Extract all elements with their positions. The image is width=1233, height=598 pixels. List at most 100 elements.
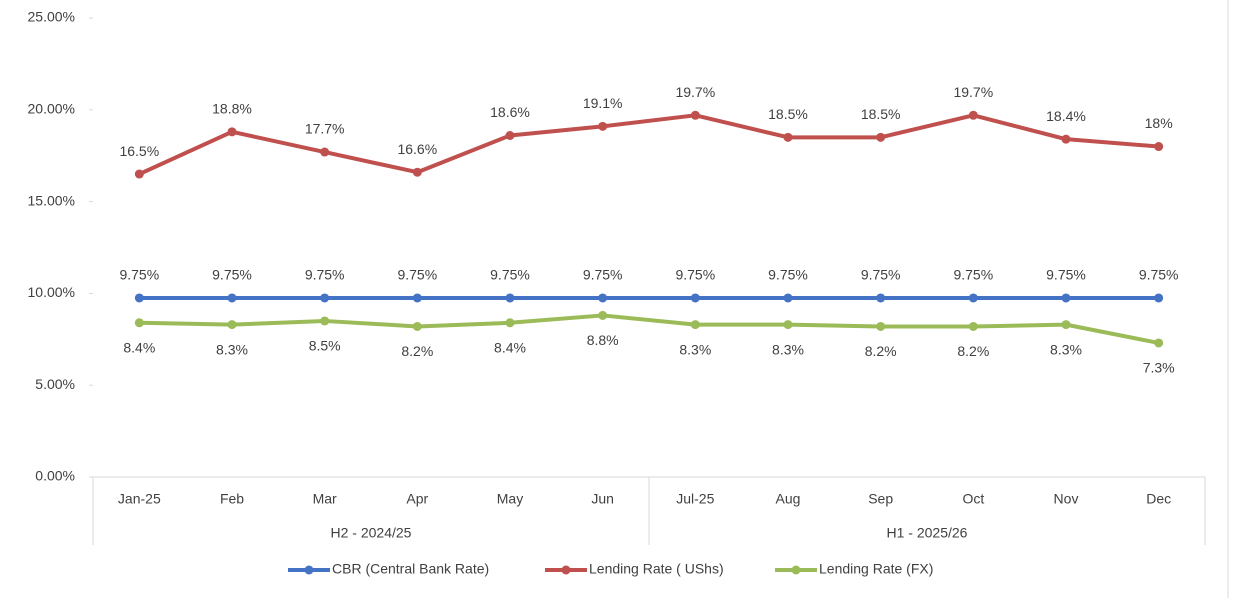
x-tick-label: Jan-25 [118, 491, 161, 507]
x-tick-label: Apr [406, 491, 428, 507]
legend-label: Lending Rate (FX) [819, 561, 933, 577]
data-label: 18.4% [1046, 108, 1086, 124]
legend-marker [791, 565, 801, 575]
data-label: 9.75% [212, 267, 252, 283]
point [1154, 142, 1164, 152]
legend-marker [304, 565, 314, 575]
x-tick-label: Feb [220, 491, 244, 507]
data-label: 8.5% [309, 338, 341, 354]
point [505, 318, 515, 328]
x-tick-label: Oct [962, 491, 984, 507]
point [968, 321, 978, 331]
group-label: H1 - 2025/26 [887, 525, 968, 541]
x-tick-label: Dec [1146, 491, 1171, 507]
point [1061, 134, 1071, 144]
data-label: 9.75% [675, 267, 715, 283]
data-label: 16.6% [397, 141, 437, 157]
point [876, 321, 886, 331]
y-tick-label: 20.00% [28, 101, 75, 117]
point [783, 320, 793, 330]
data-label: 8.8% [587, 332, 619, 348]
data-label: 9.75% [305, 267, 345, 283]
point [876, 293, 886, 303]
data-label: 16.5% [119, 143, 159, 159]
x-tick-label: Aug [776, 491, 801, 507]
data-label: 18.6% [490, 104, 530, 120]
legend-label: CBR (Central Bank Rate) [332, 561, 489, 577]
data-label: 9.75% [1046, 267, 1086, 283]
point [968, 293, 978, 303]
y-tick-label: 10.00% [28, 284, 75, 300]
series-line [138, 113, 1159, 176]
point [690, 320, 700, 330]
point [227, 293, 237, 303]
data-label: 8.2% [957, 343, 989, 359]
data-label: 18% [1145, 115, 1173, 131]
point [783, 132, 793, 142]
data-label: 8.2% [865, 343, 897, 359]
point [320, 293, 330, 303]
y-tick-label: 15.00% [28, 192, 75, 208]
data-label: 8.3% [772, 341, 804, 357]
point [134, 293, 144, 303]
point [227, 320, 237, 330]
point [1154, 293, 1164, 303]
data-label: 19.7% [675, 84, 715, 100]
point [412, 293, 422, 303]
point [783, 293, 793, 303]
legend-marker [561, 565, 571, 575]
data-label: 18.8% [212, 101, 252, 117]
point [1154, 338, 1164, 348]
data-label: 19.1% [583, 95, 623, 111]
data-label: 8.3% [679, 341, 711, 357]
group-label: H2 - 2024/25 [331, 525, 412, 541]
point [320, 316, 330, 326]
data-label: 8.3% [216, 341, 248, 357]
data-label: 17.7% [305, 121, 345, 137]
point [598, 310, 608, 320]
point [598, 293, 608, 303]
data-label: 19.7% [953, 84, 993, 100]
point [876, 132, 886, 142]
data-label: 9.75% [490, 267, 530, 283]
point [1061, 320, 1071, 330]
point [690, 110, 700, 120]
data-label: 18.5% [768, 106, 808, 122]
data-label: 9.75% [583, 267, 623, 283]
data-label: 9.75% [119, 267, 159, 283]
point [1061, 293, 1071, 303]
point [134, 169, 144, 179]
x-tick-label: Sep [868, 491, 893, 507]
point [412, 321, 422, 331]
data-label: 9.75% [768, 267, 808, 283]
point [968, 110, 978, 120]
point [134, 318, 144, 328]
data-label: 18.5% [861, 106, 901, 122]
legend-label: Lending Rate ( UShs) [589, 561, 724, 577]
point [598, 121, 608, 131]
point [227, 127, 237, 137]
x-tick-label: Jun [591, 491, 614, 507]
data-label: 9.75% [397, 267, 437, 283]
data-label: 8.4% [123, 339, 155, 355]
point [505, 293, 515, 303]
data-label: 7.3% [1143, 360, 1175, 376]
data-label: 8.4% [494, 339, 526, 355]
y-tick-label: 5.00% [35, 376, 75, 392]
series-line [139, 313, 1160, 345]
point [505, 131, 515, 141]
x-tick-label: May [497, 491, 523, 507]
point [412, 167, 422, 177]
data-label: 8.2% [401, 343, 433, 359]
data-label: 9.75% [953, 267, 993, 283]
y-tick-label: 0.00% [35, 468, 75, 484]
point [690, 293, 700, 303]
x-tick-label: Nov [1054, 491, 1079, 507]
data-label: 9.75% [861, 267, 901, 283]
point [320, 147, 330, 157]
x-tick-label: Mar [313, 491, 337, 507]
x-tick-label: Jul-25 [676, 491, 714, 507]
data-label: 8.3% [1050, 341, 1082, 357]
data-label: 9.75% [1139, 267, 1179, 283]
